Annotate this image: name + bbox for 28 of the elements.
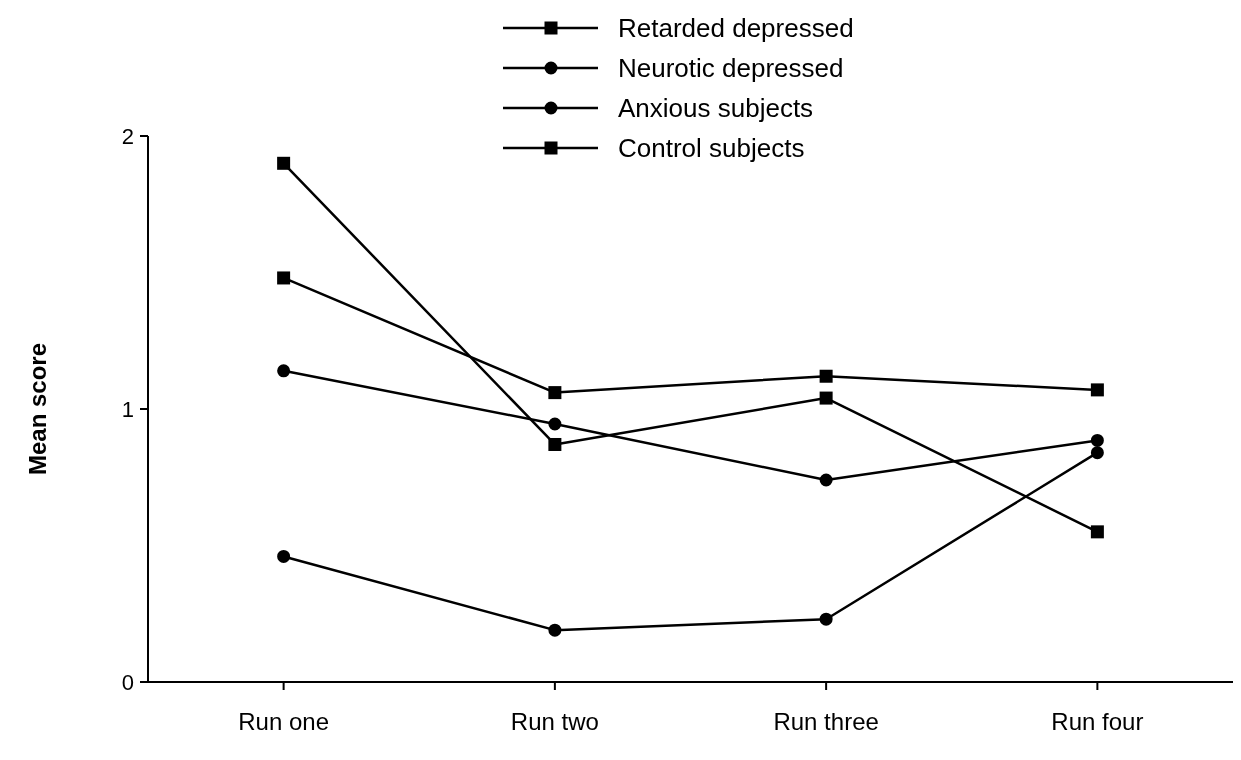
point <box>548 386 562 400</box>
legend-label: Neurotic depressed <box>618 53 844 84</box>
point <box>548 417 562 431</box>
point <box>1090 433 1104 447</box>
x-tick-label: Run three <box>773 708 879 735</box>
point <box>277 156 291 170</box>
y-tick-label: 2 <box>121 123 134 149</box>
point <box>819 369 833 383</box>
point <box>548 623 562 637</box>
point <box>1090 446 1104 460</box>
point <box>1090 525 1104 539</box>
point <box>277 549 291 563</box>
point <box>277 271 291 285</box>
x-tick-label: Run four <box>1051 708 1144 735</box>
point <box>1090 383 1104 397</box>
legend-label: Control subjects <box>618 133 805 164</box>
point <box>277 364 291 378</box>
point <box>548 437 562 451</box>
point <box>819 473 833 487</box>
y-axis-title: Mean score <box>24 342 51 476</box>
y-tick-label: 0 <box>121 669 134 695</box>
legend-label: Retarded depressed <box>618 13 854 44</box>
point <box>819 612 833 626</box>
legend-label: Anxious subjects <box>618 93 814 124</box>
x-tick-label: Run one <box>238 708 329 735</box>
x-tick-label: Run two <box>510 708 599 735</box>
y-tick-label: 1 <box>121 396 134 422</box>
point <box>819 391 833 405</box>
